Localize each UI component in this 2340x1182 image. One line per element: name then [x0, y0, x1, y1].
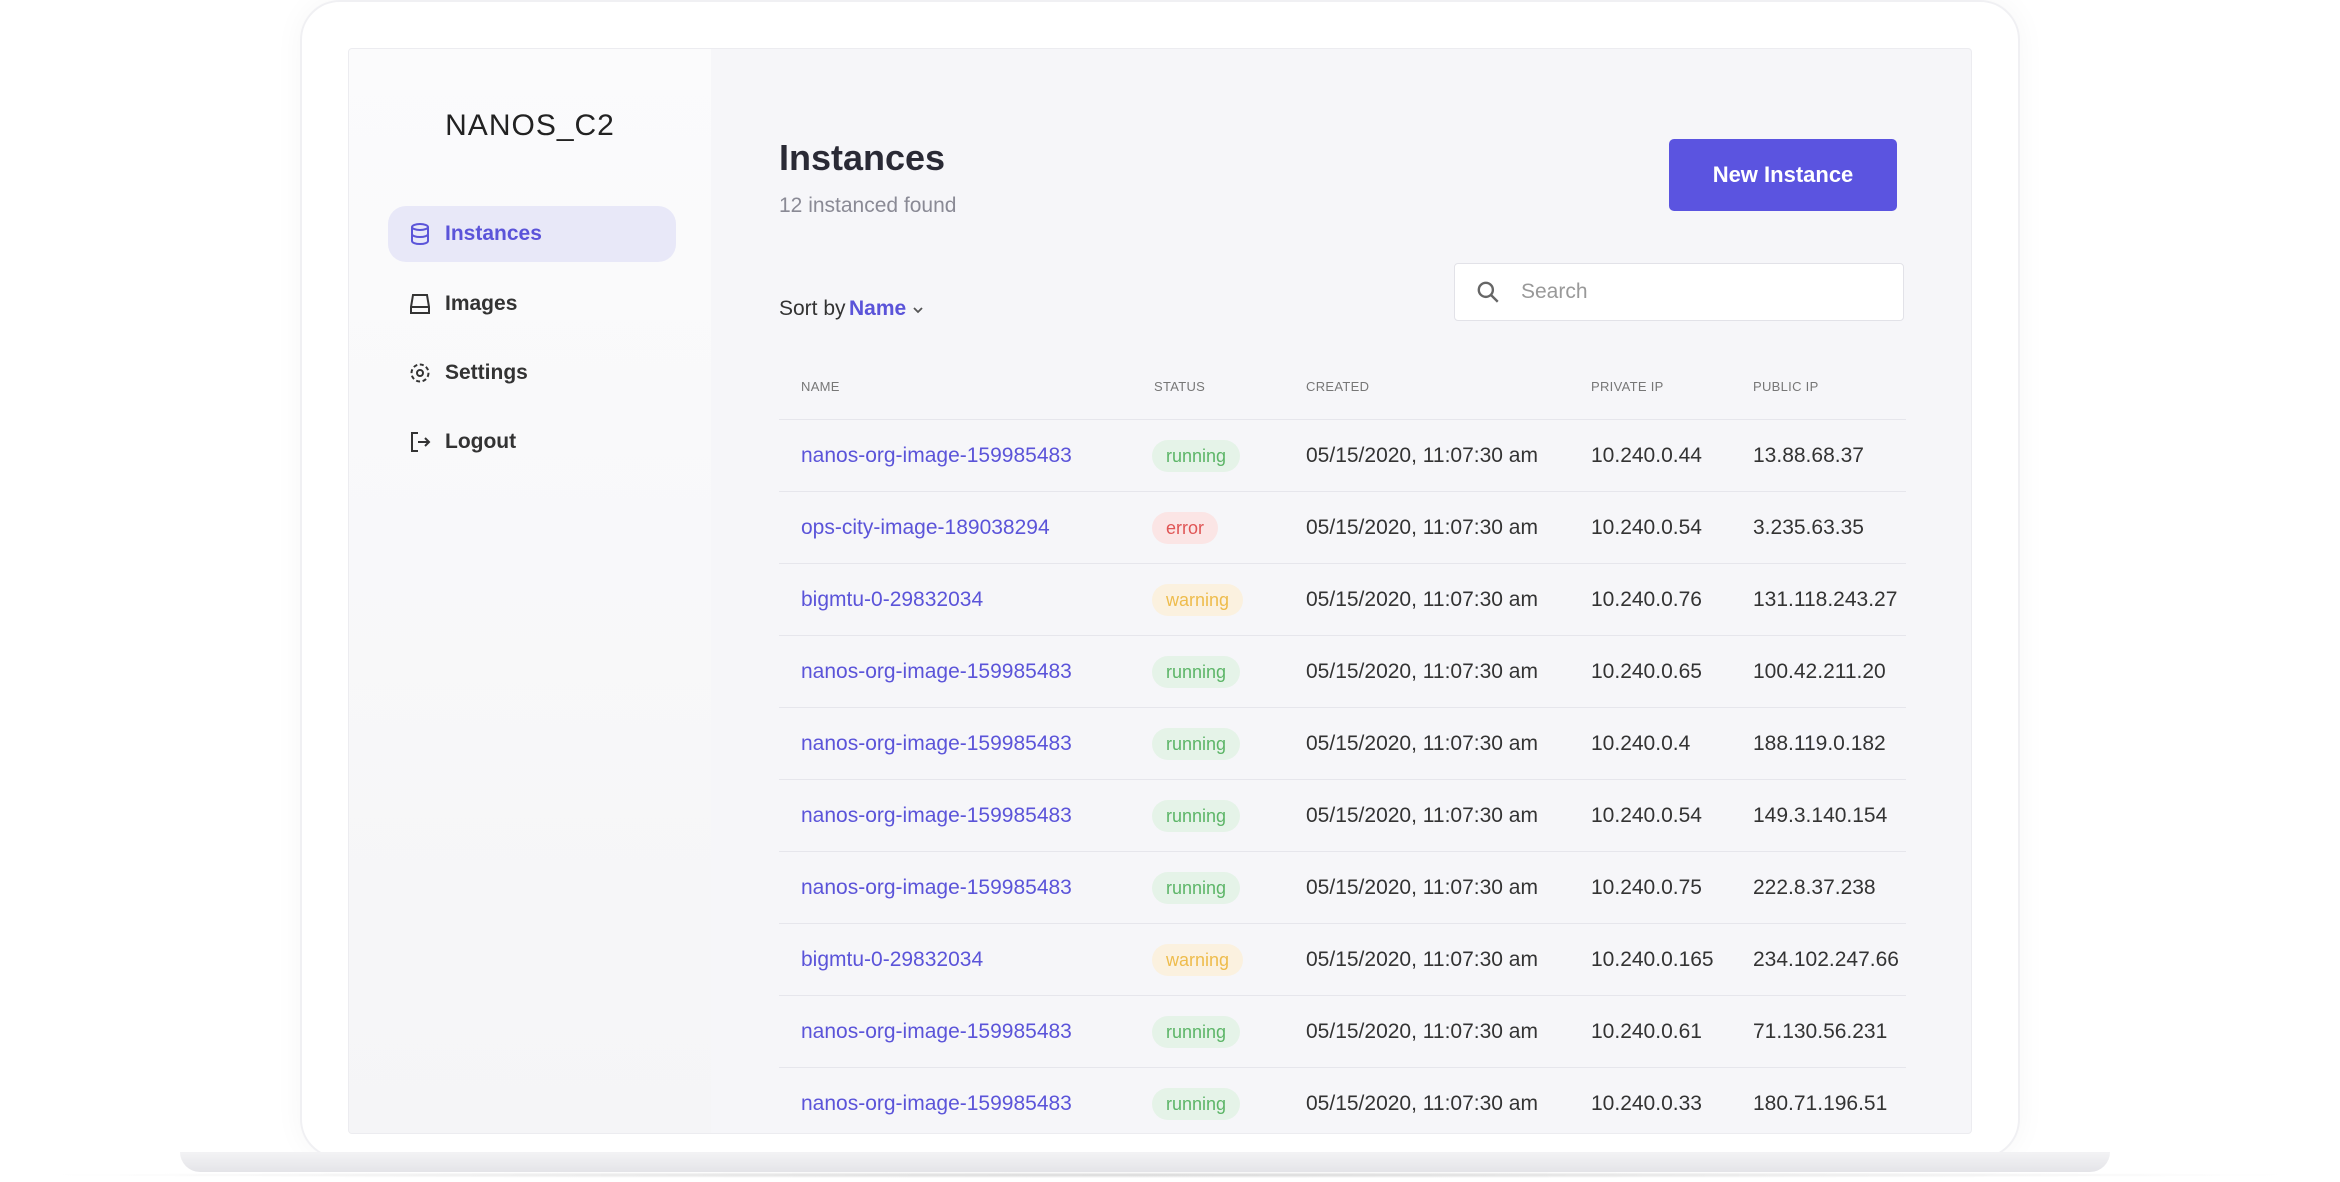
table-cell: 10.240.0.75 [1591, 876, 1702, 899]
status-badge: running [1152, 1016, 1241, 1048]
new-instance-button[interactable]: New Instance [1669, 139, 1897, 211]
table-row[interactable]: nanos-org-image-159985483 running 05/15/20… [779, 1067, 1906, 1133]
table-cell: 10.240.0.76 [1591, 588, 1702, 611]
instance-link[interactable]: bigmtu-0-29832034 [801, 948, 984, 971]
table-cell: 180.71.196.51 [1753, 1092, 1888, 1115]
column-header: PRIVATE IP [1591, 379, 1664, 394]
table-cell: 3.235.63.35 [1753, 516, 1864, 539]
table-cell: 05/15/2020, 11:07:30 am [1306, 1020, 1538, 1043]
table-cell: 05/15/2020, 11:07:30 am [1306, 948, 1538, 971]
sort-label: Sort by [779, 297, 846, 320]
table-row[interactable]: nanos-org-image-159985483 running 05/15/20… [779, 707, 1906, 780]
table-cell: 234.102.247.66 [1753, 948, 1899, 971]
instance-link[interactable]: ops-city-image-189038294 [801, 516, 1050, 539]
table-row[interactable]: nanos-org-image-159985483 running 05/15/20… [779, 851, 1906, 924]
instance-link[interactable]: bigmtu-0-29832034 [801, 588, 984, 611]
status-badge: warning [1152, 944, 1244, 976]
instance-link[interactable]: nanos-org-image-159985483 [801, 660, 1072, 683]
table-cell: 05/15/2020, 11:07:30 am [1306, 1092, 1538, 1115]
status-badge: warning [1152, 584, 1244, 616]
table-cell: 10.240.0.54 [1591, 804, 1702, 827]
nav-item[interactable]: Settings [388, 345, 676, 401]
laptop-shadow [30, 1172, 2310, 1178]
table-cell: 100.42.211.20 [1753, 660, 1886, 683]
instance-link[interactable]: nanos-org-image-159985483 [801, 732, 1072, 755]
search-box[interactable]: Search [1454, 263, 1904, 321]
table-cell: 71.130.56.231 [1753, 1020, 1888, 1043]
table-cell: 05/15/2020, 11:07:30 am [1306, 732, 1538, 755]
table-cell: 13.88.68.37 [1753, 444, 1864, 467]
table-cell: 05/15/2020, 11:07:30 am [1306, 444, 1538, 467]
table-cell: 10.240.0.61 [1591, 1020, 1702, 1043]
icon [410, 294, 430, 314]
search-icon [1477, 281, 1499, 303]
table-row[interactable]: nanos-org-image-159985483 running 05/15/20… [779, 419, 1906, 492]
logo: NANOS_C2 [445, 109, 615, 142]
table-cell: 10.240.0.44 [1591, 444, 1702, 467]
nav-item[interactable]: Images [388, 276, 676, 332]
screen: NANOS_C2 Instances Images Settings Logou… [348, 48, 1972, 1134]
table-cell: 222.8.37.238 [1753, 876, 1876, 899]
page-title: Instances [779, 137, 946, 178]
status-badge: running [1152, 872, 1241, 904]
nav-item[interactable]: Logout [388, 414, 676, 470]
table-cell: 10.240.0.4 [1591, 732, 1691, 755]
chevron [913, 307, 923, 314]
instance-link[interactable]: nanos-org-image-159985483 [801, 444, 1072, 467]
table-cell: 188.119.0.182 [1753, 732, 1886, 755]
status-badge: running [1152, 728, 1241, 760]
table-cell: 10.240.0.165 [1591, 948, 1714, 971]
table-row[interactable]: nanos-org-image-159985483 running 05/15/20… [779, 635, 1906, 708]
sidebar: NANOS_C2 Instances Images Settings Logou… [349, 49, 711, 1133]
sort-value[interactable]: Name [849, 297, 907, 320]
instance-link[interactable]: nanos-org-image-159985483 [801, 1092, 1072, 1115]
table-row[interactable]: bigmtu-0-29832034 warning 05/15/2020, 11:0… [779, 563, 1906, 636]
laptop-base [180, 1152, 2110, 1172]
table-cell: 10.240.0.54 [1591, 516, 1702, 539]
nav-item[interactable]: Instances [388, 206, 676, 262]
table-row[interactable]: ops-city-image-189038294 error 05/15/2020,… [779, 491, 1906, 564]
instance-link[interactable]: nanos-org-image-159985483 [801, 1020, 1072, 1043]
status-badge: running [1152, 800, 1241, 832]
nav-label: Instances [445, 222, 542, 245]
icon [411, 223, 429, 246]
status-badge: running [1152, 1088, 1241, 1120]
table-cell: 05/15/2020, 11:07:30 am [1306, 588, 1538, 611]
table-cell: 05/15/2020, 11:07:30 am [1306, 804, 1538, 827]
status-badge: error [1152, 512, 1219, 544]
table-cell: 05/15/2020, 11:07:30 am [1306, 516, 1538, 539]
table-cell: 149.3.140.154 [1753, 804, 1888, 827]
status-badge: running [1152, 656, 1241, 688]
nav-label: Settings [445, 361, 528, 384]
page-subtitle: 12 instanced found [779, 194, 957, 217]
table-cell: 131.118.243.27 [1753, 588, 1898, 611]
status-badge: running [1152, 440, 1241, 472]
table-cell: 10.240.0.65 [1591, 660, 1702, 683]
instance-link[interactable]: nanos-org-image-159985483 [801, 804, 1072, 827]
column-header: STATUS [1154, 379, 1206, 394]
column-header: CREATED [1306, 379, 1370, 394]
column-header: NAME [801, 379, 840, 394]
table-cell: 05/15/2020, 11:07:30 am [1306, 876, 1538, 899]
table-row[interactable]: nanos-org-image-159985483 running 05/15/20… [779, 995, 1906, 1068]
column-header: PUBLIC IP [1753, 379, 1819, 394]
table-row[interactable]: nanos-org-image-159985483 running 05/15/20… [779, 779, 1906, 852]
icon [410, 363, 430, 383]
table-cell: 05/15/2020, 11:07:30 am [1306, 660, 1538, 683]
nav-label: Logout [445, 430, 517, 453]
icon [411, 432, 431, 452]
instance-link[interactable]: nanos-org-image-159985483 [801, 876, 1072, 899]
nav-label: Images [445, 292, 518, 315]
table-cell: 10.240.0.33 [1591, 1092, 1702, 1115]
table-row[interactable]: bigmtu-0-29832034 warning 05/15/2020, 11:0… [779, 923, 1906, 996]
search-placeholder: Search [1521, 280, 1588, 303]
